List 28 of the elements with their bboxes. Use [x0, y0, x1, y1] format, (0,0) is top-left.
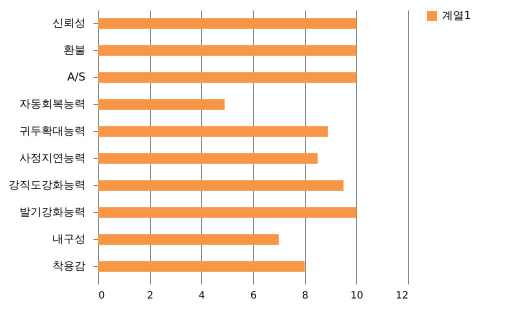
y-tick-label: 환불 [64, 44, 86, 56]
bar [98, 45, 356, 56]
y-tick-label: 신뢰성 [52, 16, 86, 30]
y-tick-label: A/S [67, 70, 86, 84]
bar [98, 99, 225, 110]
bar [98, 234, 279, 245]
x-tick-label: 8 [302, 290, 308, 302]
bar [98, 207, 356, 218]
y-tick-label: 사정지연능력 [20, 152, 86, 164]
bar [98, 18, 356, 29]
y-tick-label: 귀두확대능력 [20, 124, 86, 138]
bar [98, 153, 318, 164]
x-tick-label: 4 [198, 290, 206, 302]
x-tick-label: 10 [350, 290, 364, 302]
bar [98, 72, 356, 83]
bar [98, 126, 328, 137]
y-tick-label: 착용감 [52, 260, 86, 272]
x-tick-label: 0 [98, 290, 105, 302]
y-tick-label: 내구성 [52, 232, 86, 246]
y-tick-label: 강직도강화능력 [8, 178, 86, 192]
y-tick-label: 자동회복능력 [20, 98, 86, 110]
bar [98, 180, 344, 191]
x-tick-label: 12 [396, 290, 408, 302]
x-tick-label: 6 [250, 290, 257, 302]
y-tick-label: 발기강화능력 [20, 206, 86, 218]
legend-label: 계열1 [442, 9, 471, 22]
x-tick-label: 2 [146, 290, 154, 302]
bar [98, 261, 305, 272]
